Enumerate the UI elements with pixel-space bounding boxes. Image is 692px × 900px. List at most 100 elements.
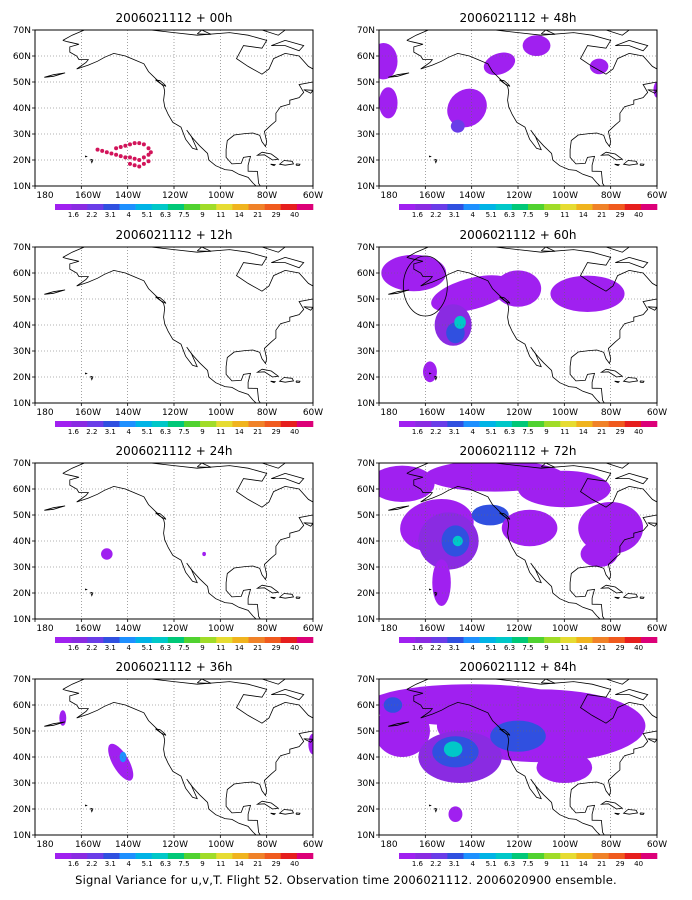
colorbar-label: 3.1: [105, 211, 116, 219]
coastline: [278, 160, 295, 166]
observation-point: [104, 150, 109, 155]
lon-tick-label: 160W: [75, 624, 101, 634]
observation-point: [123, 143, 128, 148]
colorbar-swatch: [399, 853, 416, 859]
colorbar-swatch: [431, 637, 448, 643]
observation-point: [109, 151, 114, 156]
colorbar-swatch: [447, 421, 464, 427]
colorbar-label: 4: [470, 644, 475, 652]
coastline: [499, 79, 511, 87]
colorbar-swatch: [640, 421, 658, 427]
lon-tick-label: 120W: [506, 840, 532, 850]
colorbar-label: 3.1: [449, 211, 460, 219]
variance-contour: [578, 502, 644, 554]
lon-tick-label: 120W: [506, 624, 532, 634]
coastline: [647, 522, 657, 527]
lon-tick-label: 120W: [506, 191, 532, 201]
variance-contour: [119, 751, 127, 763]
observation-point: [114, 152, 119, 157]
lon-tick-label: 60W: [303, 840, 323, 850]
colorbar-label: 6.3: [160, 428, 171, 436]
colorbar-swatch: [511, 637, 529, 643]
lat-tick-label: 20N: [357, 373, 375, 383]
colorbar-swatch: [640, 637, 658, 643]
colorbar-label: 5.1: [142, 211, 153, 219]
colorbar-swatch: [216, 204, 233, 210]
lat-tick-label: 60N: [13, 269, 31, 279]
coastline: [62, 30, 313, 186]
lon-tick-label: 60W: [647, 408, 667, 418]
colorbar-label: 29: [616, 428, 625, 436]
lat-tick-label: 30N: [357, 347, 375, 357]
colorbar-swatch: [624, 421, 642, 427]
map-panel: 2006021112 + 12h 10N 20N 30N 40N 50N 60N 70N 180…: [13, 228, 330, 436]
panel-title: 2006021112 + 48h: [460, 11, 577, 25]
coastline: [599, 151, 624, 161]
lat-tick-label: 60N: [357, 269, 375, 279]
colorbar-label: 5.1: [486, 860, 497, 868]
colorbar-swatch: [232, 637, 249, 643]
lon-tick-label: 180: [380, 408, 397, 418]
lat-tick-label: 30N: [13, 130, 31, 140]
colorbar-swatch: [296, 204, 314, 210]
variance-contour: [447, 88, 487, 128]
colorbar-swatch: [200, 204, 217, 210]
lon-tick-label: 100W: [208, 840, 234, 850]
lat-tick-label: 70N: [13, 459, 31, 469]
colorbar-swatch: [296, 853, 314, 859]
colorbar-label: 1.6: [412, 860, 424, 868]
lon-tick-label: 60W: [647, 624, 667, 634]
coastline: [295, 596, 301, 599]
colorbar-swatch: [151, 204, 169, 210]
coastline: [658, 511, 674, 524]
coastline: [428, 588, 432, 591]
colorbar-swatch: [248, 637, 265, 643]
colorbar-swatch: [576, 637, 593, 643]
coastline: [271, 257, 305, 269]
colorbar-swatch: [463, 637, 480, 643]
coastline: [499, 728, 511, 736]
colorbar-label: 1.6: [68, 860, 80, 868]
colorbar-swatch: [71, 853, 88, 859]
colorbar-label: 2.2: [430, 644, 441, 652]
colorbar-label: 2.2: [86, 860, 97, 868]
colorbar-label: 1.6: [412, 211, 424, 219]
colorbar-swatch: [495, 853, 513, 859]
colorbar-swatch: [119, 421, 136, 427]
colorbar-swatch: [511, 204, 529, 210]
lat-tick-label: 40N: [357, 321, 375, 331]
lat-tick-label: 70N: [13, 675, 31, 685]
colorbar-label: 21: [597, 644, 606, 652]
coastline: [499, 512, 511, 520]
colorbar-swatch: [624, 637, 642, 643]
observation-point: [127, 155, 132, 160]
colorbar-swatch: [528, 204, 545, 210]
coastline: [314, 295, 330, 308]
colorbar-label: 11: [560, 428, 569, 436]
coastline: [622, 377, 639, 383]
coastline: [658, 295, 674, 308]
lat-tick-label: 70N: [357, 675, 375, 685]
lon-tick-label: 80W: [257, 840, 277, 850]
colorbar-swatch: [447, 853, 464, 859]
colorbar-swatch: [640, 204, 658, 210]
coastline: [614, 163, 621, 167]
lon-tick-label: 120W: [162, 408, 188, 418]
colorbar-swatch: [576, 853, 593, 859]
colorbar-swatch: [87, 421, 104, 427]
coastline: [639, 163, 645, 166]
colorbar-swatch: [495, 204, 513, 210]
colorbar-swatch: [55, 204, 72, 210]
coastline: [388, 505, 410, 511]
colorbar-label: 21: [597, 211, 606, 219]
lon-tick-label: 140W: [115, 408, 141, 418]
lon-tick-label: 140W: [459, 408, 485, 418]
lat-tick-label: 50N: [357, 295, 375, 305]
colorbar-label: 3.1: [105, 860, 116, 868]
coastline: [615, 40, 649, 52]
colorbar-swatch: [463, 421, 480, 427]
lon-tick-label: 140W: [115, 840, 141, 850]
colorbar-label: 6.3: [504, 860, 515, 868]
coastline: [271, 689, 305, 701]
colorbar-swatch: [576, 421, 593, 427]
